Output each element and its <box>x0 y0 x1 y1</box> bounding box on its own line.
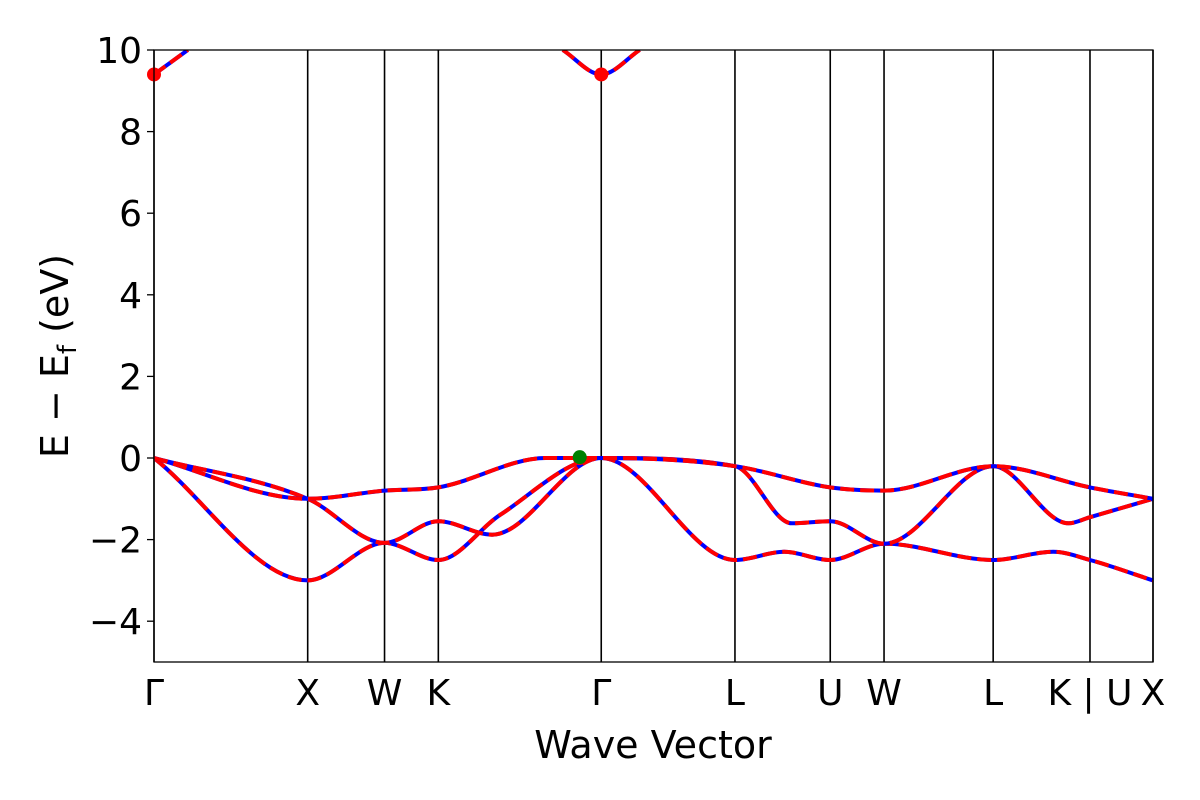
band-spin-up <box>154 455 1153 546</box>
bands <box>154 50 1153 583</box>
x-tick-label: Γ <box>144 673 164 714</box>
y-tick-label: −2 <box>89 521 142 562</box>
y-tick-label: 4 <box>119 276 142 317</box>
band-edge-markers <box>147 67 609 465</box>
x-tick-label: K <box>427 673 452 714</box>
y-tick-label: 0 <box>119 439 142 480</box>
cbm-marker <box>594 67 609 82</box>
y-axis-title-main: E − E <box>33 354 77 458</box>
y-axis-title-subscript: f <box>53 344 83 354</box>
x-tick-label: W <box>367 673 403 714</box>
x-tick-label: L <box>725 673 745 714</box>
x-tick-label: Γ <box>591 673 611 714</box>
x-tick-label: U <box>817 673 843 714</box>
y-tick-label: 8 <box>119 113 142 154</box>
x-tick-label: X <box>295 673 320 714</box>
y-tick-label: 6 <box>119 194 142 235</box>
y-tick-label: 2 <box>119 357 142 398</box>
plot-frame <box>153 49 1154 663</box>
vbm-marker <box>572 450 587 465</box>
kpoint-lines <box>153 50 1154 662</box>
y-tick-label: −4 <box>89 602 142 643</box>
x-tick-label: W <box>866 673 902 714</box>
x-tick-label: X <box>1141 673 1166 714</box>
y-axis-title-unit: (eV) <box>33 254 77 345</box>
y-tick-label: 10 <box>96 31 142 72</box>
y-axis: −4 −2 0 2 4 6 8 10 <box>89 31 154 643</box>
band-spin-up <box>154 455 1153 501</box>
x-tick-label: K | U <box>1047 673 1132 714</box>
x-tick-label: L <box>983 673 1003 714</box>
y-axis-title: E − Ef (eV) <box>33 254 83 458</box>
band-spin-up <box>154 455 1153 583</box>
x-axis-title: Wave Vector <box>534 723 772 767</box>
band-spin-down <box>154 455 1153 583</box>
